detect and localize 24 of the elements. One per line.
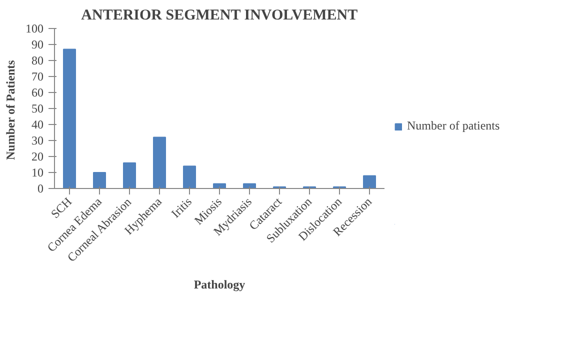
bar [213, 183, 226, 188]
bar [93, 172, 106, 188]
y-tick-label: 10 [32, 166, 44, 180]
chart-title: ANTERIOR SEGMENT INVOLVEMENT [81, 8, 358, 24]
y-axis-title: Number of Patients [4, 60, 18, 160]
bar [153, 136, 166, 188]
bar [183, 166, 196, 188]
legend-label: Number of patients [407, 118, 500, 134]
y-tick-label: 100 [26, 22, 44, 36]
y-tick-label: 70 [32, 70, 44, 84]
y-tick-label: 50 [32, 102, 44, 116]
y-tick-label: 90 [32, 38, 44, 52]
y-tick-label: 80 [32, 54, 44, 68]
y-tick-label: 60 [32, 86, 44, 100]
x-tick-label: Iritis [168, 194, 195, 220]
bar [363, 175, 376, 188]
x-axis-title: Pathology [194, 277, 246, 292]
y-tick-label: 40 [32, 118, 44, 132]
y-tick-label: 0 [38, 182, 44, 196]
bar [243, 183, 256, 188]
y-tick-label: 30 [32, 134, 44, 148]
y-tick-label: 20 [32, 150, 44, 164]
bar [123, 162, 136, 188]
bar [63, 48, 76, 188]
